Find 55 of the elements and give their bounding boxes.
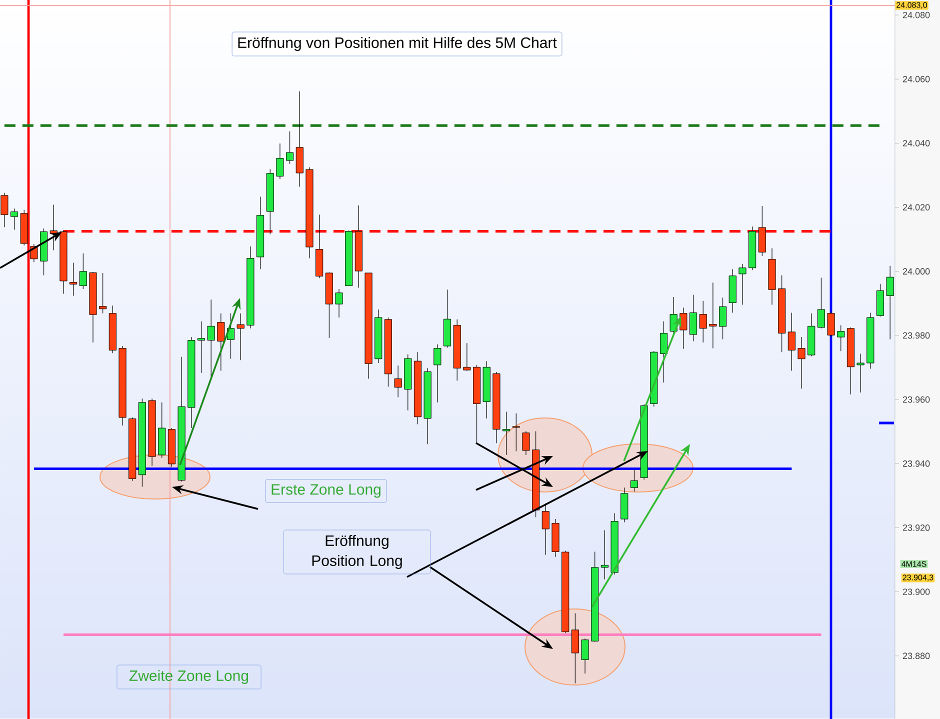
candlestick	[630, 470, 638, 492]
candlestick	[689, 294, 698, 342]
candlestick	[827, 311, 835, 338]
text: Eröffnung von Positionen mit Hilfe des 5M Chart	[238, 36, 557, 51]
y-tick-label: 23.980	[902, 332, 930, 339]
y-tick-label: 24.060	[902, 76, 930, 82]
candlestick	[463, 342, 471, 371]
y-tick-label: 24.020	[902, 204, 930, 210]
candlestick	[709, 282, 717, 349]
candlestick	[817, 277, 825, 329]
candlestick	[79, 253, 87, 290]
y-tick-label: 24.000	[902, 268, 930, 275]
candlestick	[837, 324, 845, 352]
candlestick	[719, 297, 727, 340]
candlestick	[886, 266, 894, 340]
y-tick-label: 24.040	[902, 140, 930, 146]
candlestick	[276, 143, 284, 180]
candlestick	[434, 344, 442, 403]
candlestick	[99, 272, 107, 314]
annotation: Erste Zone Long	[272, 484, 380, 498]
text: 23.904,3	[902, 574, 934, 582]
candlestick	[856, 353, 864, 393]
y-tick-label: 23.880	[902, 652, 930, 660]
y-tick-label: 23.900	[902, 588, 930, 595]
y-tick-label: 23.960	[902, 396, 930, 403]
candlestick	[502, 411, 510, 456]
candlestick	[207, 299, 215, 378]
candlestick	[236, 313, 244, 360]
candlestick	[738, 264, 746, 305]
candlestick	[10, 208, 18, 230]
candlestick	[680, 307, 688, 350]
candlestick	[70, 262, 78, 296]
candlestick	[600, 530, 608, 580]
candlestick	[197, 321, 206, 374]
candlestick	[660, 321, 668, 383]
candlestick	[512, 413, 520, 452]
candlestick	[581, 638, 589, 674]
candlestick	[217, 313, 225, 371]
candlestick	[522, 430, 530, 456]
candlestick	[394, 365, 402, 398]
candlestick	[0, 192, 8, 228]
candlestick	[335, 288, 343, 318]
candlestick	[571, 612, 579, 684]
candlestick	[699, 300, 707, 343]
candlestick	[788, 312, 796, 371]
text: 4M14S	[902, 561, 926, 567]
ref-line-label: 24.083,0	[896, 2, 928, 9]
annotation: Zweite Zone Long	[129, 670, 248, 684]
candlestick	[542, 503, 550, 556]
candlestick	[286, 131, 294, 164]
candlestick	[798, 336, 806, 389]
y-tick-label: 23.920	[902, 524, 930, 531]
annotation: Eröffnung Position Long	[312, 535, 402, 569]
y-tick-label: 24.080	[902, 12, 930, 18]
y-tick-label: 23.940	[902, 460, 930, 467]
